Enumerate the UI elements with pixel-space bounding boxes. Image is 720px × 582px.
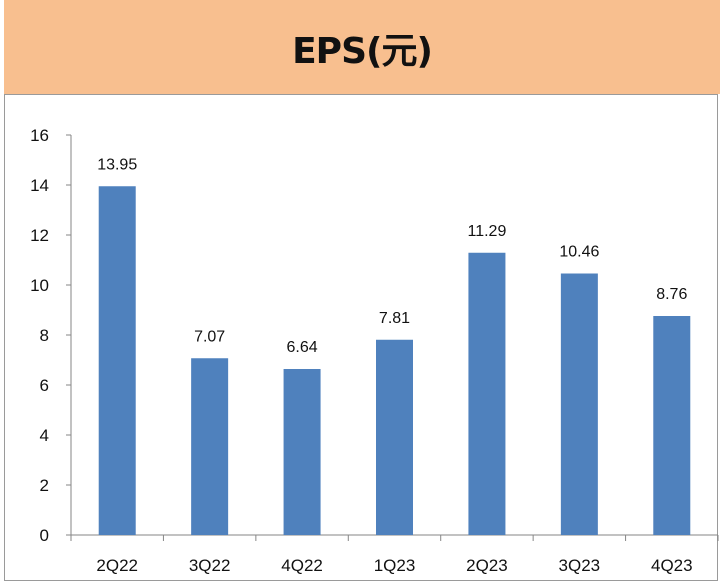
x-tick-label: 2Q23 xyxy=(466,556,508,575)
bar-4Q23 xyxy=(653,316,691,535)
x-tick-label: 2Q22 xyxy=(96,556,138,575)
data-label: 7.07 xyxy=(194,328,225,345)
x-tick-label: 3Q23 xyxy=(559,556,601,575)
data-label: 6.64 xyxy=(287,339,318,356)
x-tick-label: 1Q23 xyxy=(374,556,416,575)
bar-4Q22 xyxy=(283,369,321,535)
bar-3Q22 xyxy=(191,358,229,535)
y-tick-label: 12 xyxy=(30,226,49,245)
y-tick-label: 16 xyxy=(30,126,49,145)
y-tick-label: 4 xyxy=(40,426,49,445)
y-tick-label: 2 xyxy=(40,476,49,495)
y-tick-label: 6 xyxy=(40,376,49,395)
x-tick-label: 4Q23 xyxy=(651,556,693,575)
bar-2Q22 xyxy=(98,186,136,535)
data-label: 13.95 xyxy=(97,156,137,173)
bar-2Q23 xyxy=(468,252,506,535)
y-tick-label: 10 xyxy=(30,276,49,295)
y-tick-label: 8 xyxy=(40,326,49,345)
bar-3Q23 xyxy=(560,273,598,535)
data-label: 10.46 xyxy=(559,244,599,261)
x-tick-label: 3Q22 xyxy=(189,556,231,575)
data-label: 7.81 xyxy=(379,310,410,327)
x-tick-label: 4Q22 xyxy=(281,556,323,575)
chart-title: EPS(元) xyxy=(292,31,433,72)
data-label: 11.29 xyxy=(467,223,506,240)
y-tick-label: 14 xyxy=(30,176,49,195)
data-label: 8.76 xyxy=(656,286,687,303)
title-banner: EPS(元) xyxy=(4,0,720,94)
y-tick-label: 0 xyxy=(40,526,49,545)
bar-1Q23 xyxy=(376,339,413,535)
